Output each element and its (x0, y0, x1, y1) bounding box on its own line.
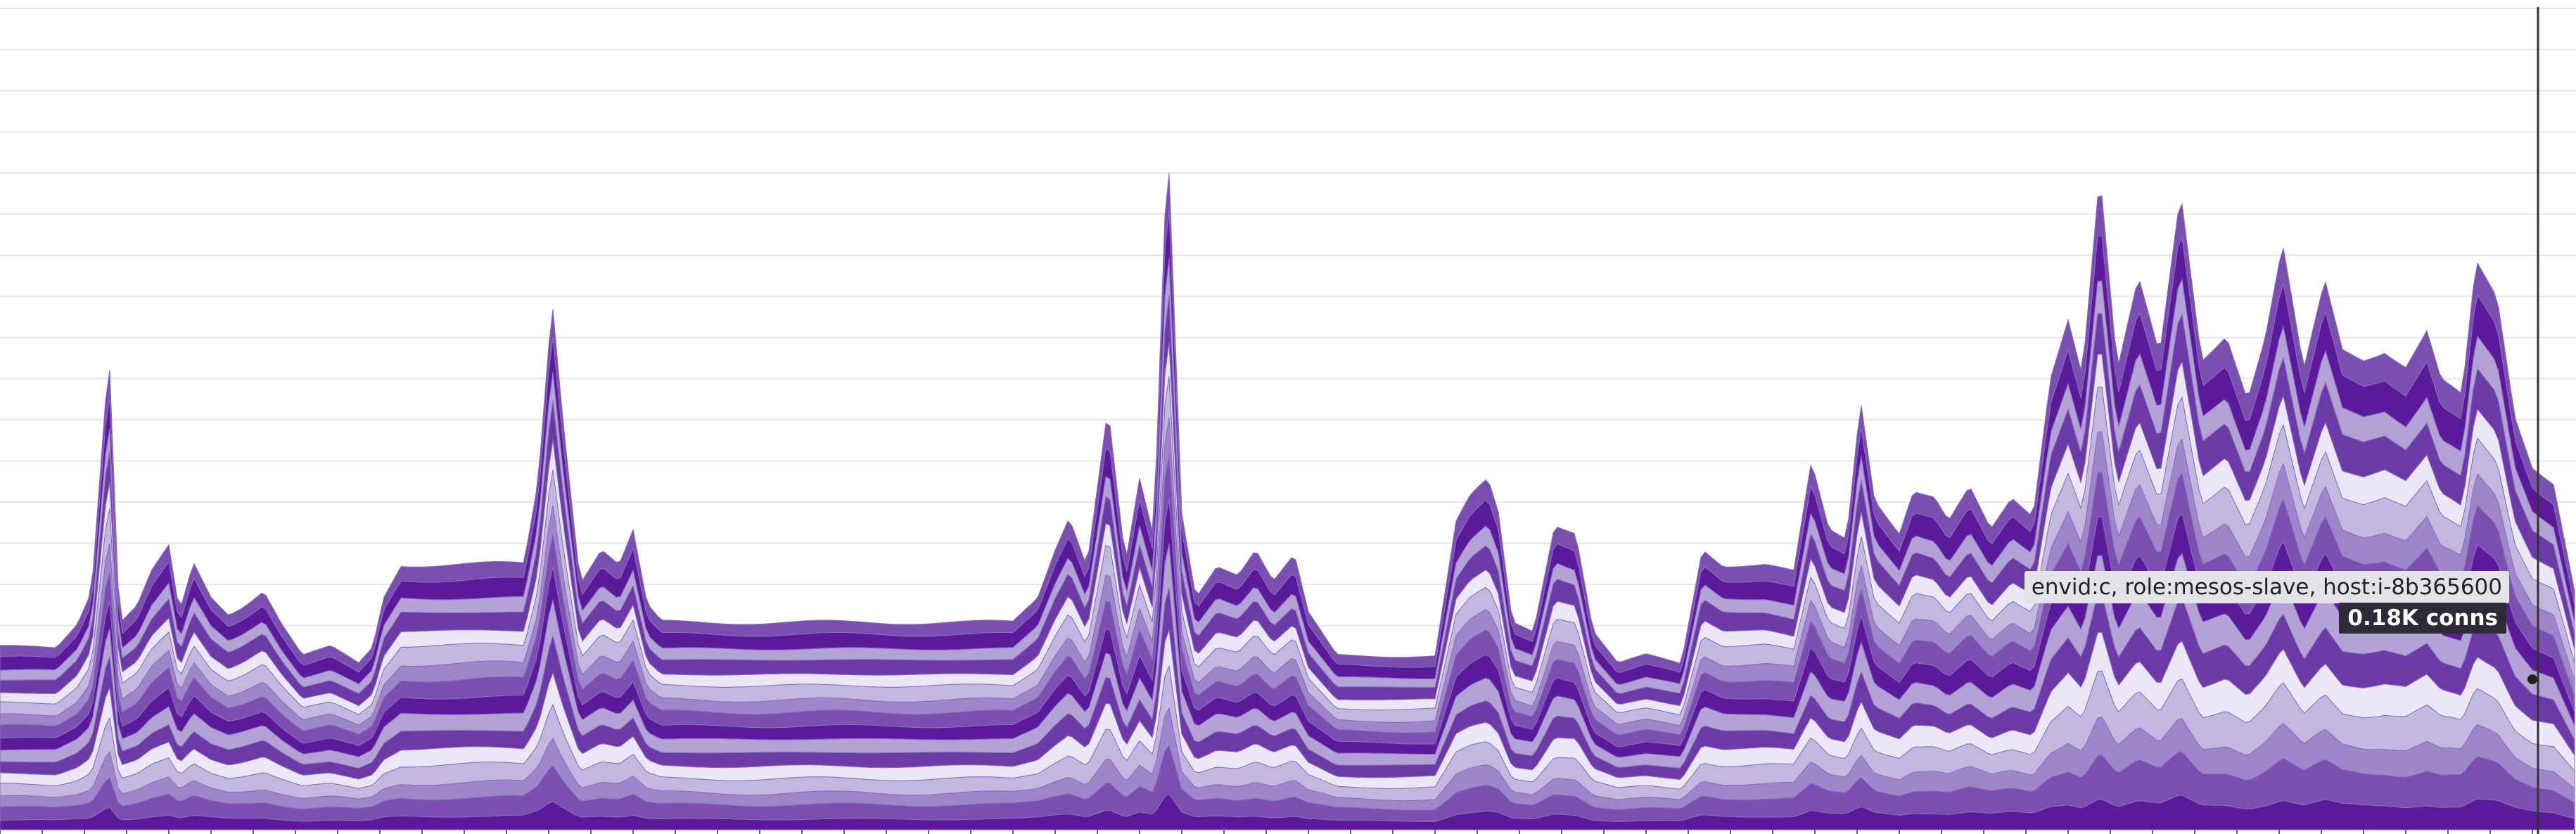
area-layer-15[interactable] (0, 172, 2575, 673)
area-series[interactable] (0, 172, 2575, 830)
hover-point (2527, 674, 2537, 684)
x-axis-ticks (0, 830, 2575, 834)
tooltip-value-badge: 0.18K conns (2339, 603, 2506, 634)
tooltip-series-label: envid:c, role:mesos-slave, host:i-8b3656… (2024, 571, 2509, 603)
